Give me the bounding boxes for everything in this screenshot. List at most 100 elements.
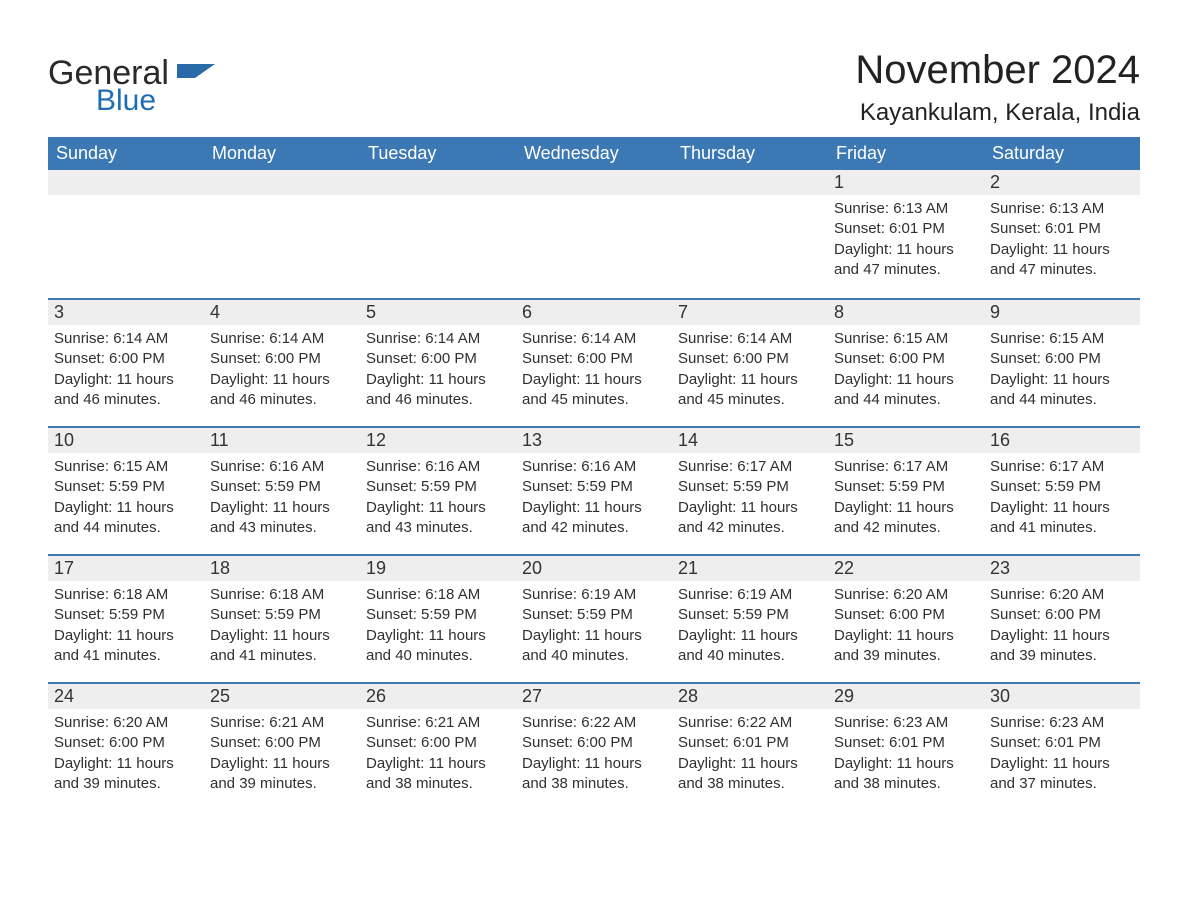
day-info: Sunrise: 6:13 AMSunset: 6:01 PMDaylight:… bbox=[828, 195, 984, 286]
day-number: 8 bbox=[828, 298, 984, 325]
day-info: Sunrise: 6:21 AMSunset: 6:00 PMDaylight:… bbox=[360, 709, 516, 800]
sunrise-line: Sunrise: 6:14 AM bbox=[678, 329, 822, 349]
calendar-week-row: 17Sunrise: 6:18 AMSunset: 5:59 PMDayligh… bbox=[48, 554, 1140, 682]
daylight-line: Daylight: 11 hours and 39 minutes. bbox=[990, 626, 1134, 667]
weekday-header: Thursday bbox=[672, 137, 828, 170]
day-info: Sunrise: 6:19 AMSunset: 5:59 PMDaylight:… bbox=[672, 581, 828, 672]
sunrise-line: Sunrise: 6:16 AM bbox=[366, 457, 510, 477]
sunset-line: Sunset: 6:00 PM bbox=[834, 349, 978, 369]
day-info: Sunrise: 6:23 AMSunset: 6:01 PMDaylight:… bbox=[984, 709, 1140, 800]
calendar-day-cell: 14Sunrise: 6:17 AMSunset: 5:59 PMDayligh… bbox=[672, 426, 828, 554]
sunrise-line: Sunrise: 6:20 AM bbox=[54, 713, 198, 733]
sunset-line: Sunset: 6:00 PM bbox=[990, 349, 1134, 369]
sunrise-line: Sunrise: 6:20 AM bbox=[990, 585, 1134, 605]
daylight-line: Daylight: 11 hours and 46 minutes. bbox=[54, 370, 198, 411]
day-info: Sunrise: 6:16 AMSunset: 5:59 PMDaylight:… bbox=[360, 453, 516, 544]
day-number: 12 bbox=[360, 426, 516, 453]
day-number: 23 bbox=[984, 554, 1140, 581]
day-number: 30 bbox=[984, 682, 1140, 709]
calendar-day-cell: 29Sunrise: 6:23 AMSunset: 6:01 PMDayligh… bbox=[828, 682, 984, 810]
sunrise-line: Sunrise: 6:16 AM bbox=[522, 457, 666, 477]
sunset-line: Sunset: 6:00 PM bbox=[522, 349, 666, 369]
day-info: Sunrise: 6:20 AMSunset: 6:00 PMDaylight:… bbox=[984, 581, 1140, 672]
day-info: Sunrise: 6:15 AMSunset: 6:00 PMDaylight:… bbox=[828, 325, 984, 416]
daylight-line: Daylight: 11 hours and 45 minutes. bbox=[678, 370, 822, 411]
daylight-line: Daylight: 11 hours and 38 minutes. bbox=[366, 754, 510, 795]
sunset-line: Sunset: 6:01 PM bbox=[990, 219, 1134, 239]
day-info: Sunrise: 6:14 AMSunset: 6:00 PMDaylight:… bbox=[48, 325, 204, 416]
daylight-line: Daylight: 11 hours and 40 minutes. bbox=[366, 626, 510, 667]
calendar-week-row: 10Sunrise: 6:15 AMSunset: 5:59 PMDayligh… bbox=[48, 426, 1140, 554]
day-number: 24 bbox=[48, 682, 204, 709]
sunset-line: Sunset: 6:00 PM bbox=[210, 349, 354, 369]
sunset-line: Sunset: 6:01 PM bbox=[678, 733, 822, 753]
location-subtitle: Kayankulam, Kerala, India bbox=[855, 99, 1140, 127]
daylight-line: Daylight: 11 hours and 38 minutes. bbox=[678, 754, 822, 795]
daylight-line: Daylight: 11 hours and 45 minutes. bbox=[522, 370, 666, 411]
calendar-day-cell: 24Sunrise: 6:20 AMSunset: 6:00 PMDayligh… bbox=[48, 682, 204, 810]
calendar-empty-cell bbox=[672, 170, 828, 298]
day-number: 5 bbox=[360, 298, 516, 325]
sunrise-line: Sunrise: 6:14 AM bbox=[210, 329, 354, 349]
calendar-day-cell: 7Sunrise: 6:14 AMSunset: 6:00 PMDaylight… bbox=[672, 298, 828, 426]
day-info: Sunrise: 6:20 AMSunset: 6:00 PMDaylight:… bbox=[828, 581, 984, 672]
daylight-line: Daylight: 11 hours and 47 minutes. bbox=[990, 240, 1134, 281]
calendar-day-cell: 16Sunrise: 6:17 AMSunset: 5:59 PMDayligh… bbox=[984, 426, 1140, 554]
daylight-line: Daylight: 11 hours and 40 minutes. bbox=[522, 626, 666, 667]
day-info: Sunrise: 6:14 AMSunset: 6:00 PMDaylight:… bbox=[360, 325, 516, 416]
calendar-day-cell: 27Sunrise: 6:22 AMSunset: 6:00 PMDayligh… bbox=[516, 682, 672, 810]
day-number: 21 bbox=[672, 554, 828, 581]
day-info: Sunrise: 6:22 AMSunset: 6:01 PMDaylight:… bbox=[672, 709, 828, 800]
day-info: Sunrise: 6:19 AMSunset: 5:59 PMDaylight:… bbox=[516, 581, 672, 672]
sunrise-line: Sunrise: 6:23 AM bbox=[990, 713, 1134, 733]
weekday-header: Friday bbox=[828, 137, 984, 170]
day-info: Sunrise: 6:15 AMSunset: 5:59 PMDaylight:… bbox=[48, 453, 204, 544]
day-info: Sunrise: 6:14 AMSunset: 6:00 PMDaylight:… bbox=[672, 325, 828, 416]
month-title: November 2024 bbox=[855, 48, 1140, 93]
daylight-line: Daylight: 11 hours and 41 minutes. bbox=[54, 626, 198, 667]
calendar-day-cell: 23Sunrise: 6:20 AMSunset: 6:00 PMDayligh… bbox=[984, 554, 1140, 682]
brand-word-2: Blue bbox=[96, 86, 215, 116]
sunrise-line: Sunrise: 6:17 AM bbox=[834, 457, 978, 477]
sunset-line: Sunset: 6:00 PM bbox=[210, 733, 354, 753]
sunrise-line: Sunrise: 6:15 AM bbox=[990, 329, 1134, 349]
day-info: Sunrise: 6:14 AMSunset: 6:00 PMDaylight:… bbox=[204, 325, 360, 416]
day-number: 20 bbox=[516, 554, 672, 581]
calendar-page: General Blue November 2024 Kayankulam, K… bbox=[0, 0, 1188, 850]
day-number: 17 bbox=[48, 554, 204, 581]
sunset-line: Sunset: 6:00 PM bbox=[678, 349, 822, 369]
sunset-line: Sunset: 5:59 PM bbox=[210, 477, 354, 497]
day-number: 2 bbox=[984, 170, 1140, 195]
day-number: 6 bbox=[516, 298, 672, 325]
calendar-day-cell: 1Sunrise: 6:13 AMSunset: 6:01 PMDaylight… bbox=[828, 170, 984, 298]
calendar-day-cell: 4Sunrise: 6:14 AMSunset: 6:00 PMDaylight… bbox=[204, 298, 360, 426]
calendar-day-cell: 8Sunrise: 6:15 AMSunset: 6:00 PMDaylight… bbox=[828, 298, 984, 426]
calendar-day-cell: 30Sunrise: 6:23 AMSunset: 6:01 PMDayligh… bbox=[984, 682, 1140, 810]
day-number: 11 bbox=[204, 426, 360, 453]
day-number: 13 bbox=[516, 426, 672, 453]
sunset-line: Sunset: 6:01 PM bbox=[990, 733, 1134, 753]
day-info: Sunrise: 6:17 AMSunset: 5:59 PMDaylight:… bbox=[984, 453, 1140, 544]
day-number: 7 bbox=[672, 298, 828, 325]
sunset-line: Sunset: 5:59 PM bbox=[54, 605, 198, 625]
sunset-line: Sunset: 6:00 PM bbox=[54, 733, 198, 753]
sunrise-line: Sunrise: 6:17 AM bbox=[678, 457, 822, 477]
sunrise-line: Sunrise: 6:13 AM bbox=[834, 199, 978, 219]
daylight-line: Daylight: 11 hours and 38 minutes. bbox=[834, 754, 978, 795]
day-info: Sunrise: 6:18 AMSunset: 5:59 PMDaylight:… bbox=[204, 581, 360, 672]
daylight-line: Daylight: 11 hours and 39 minutes. bbox=[210, 754, 354, 795]
daylight-line: Daylight: 11 hours and 42 minutes. bbox=[522, 498, 666, 539]
day-number: 28 bbox=[672, 682, 828, 709]
calendar-week-row: 1Sunrise: 6:13 AMSunset: 6:01 PMDaylight… bbox=[48, 170, 1140, 298]
calendar-day-cell: 5Sunrise: 6:14 AMSunset: 6:00 PMDaylight… bbox=[360, 298, 516, 426]
sunset-line: Sunset: 6:01 PM bbox=[834, 733, 978, 753]
sunrise-line: Sunrise: 6:13 AM bbox=[990, 199, 1134, 219]
daylight-line: Daylight: 11 hours and 44 minutes. bbox=[990, 370, 1134, 411]
calendar-week-row: 24Sunrise: 6:20 AMSunset: 6:00 PMDayligh… bbox=[48, 682, 1140, 810]
calendar-table: SundayMondayTuesdayWednesdayThursdayFrid… bbox=[48, 137, 1140, 810]
sunset-line: Sunset: 6:01 PM bbox=[834, 219, 978, 239]
daylight-line: Daylight: 11 hours and 41 minutes. bbox=[990, 498, 1134, 539]
daylight-line: Daylight: 11 hours and 41 minutes. bbox=[210, 626, 354, 667]
day-number: 16 bbox=[984, 426, 1140, 453]
day-number: 10 bbox=[48, 426, 204, 453]
